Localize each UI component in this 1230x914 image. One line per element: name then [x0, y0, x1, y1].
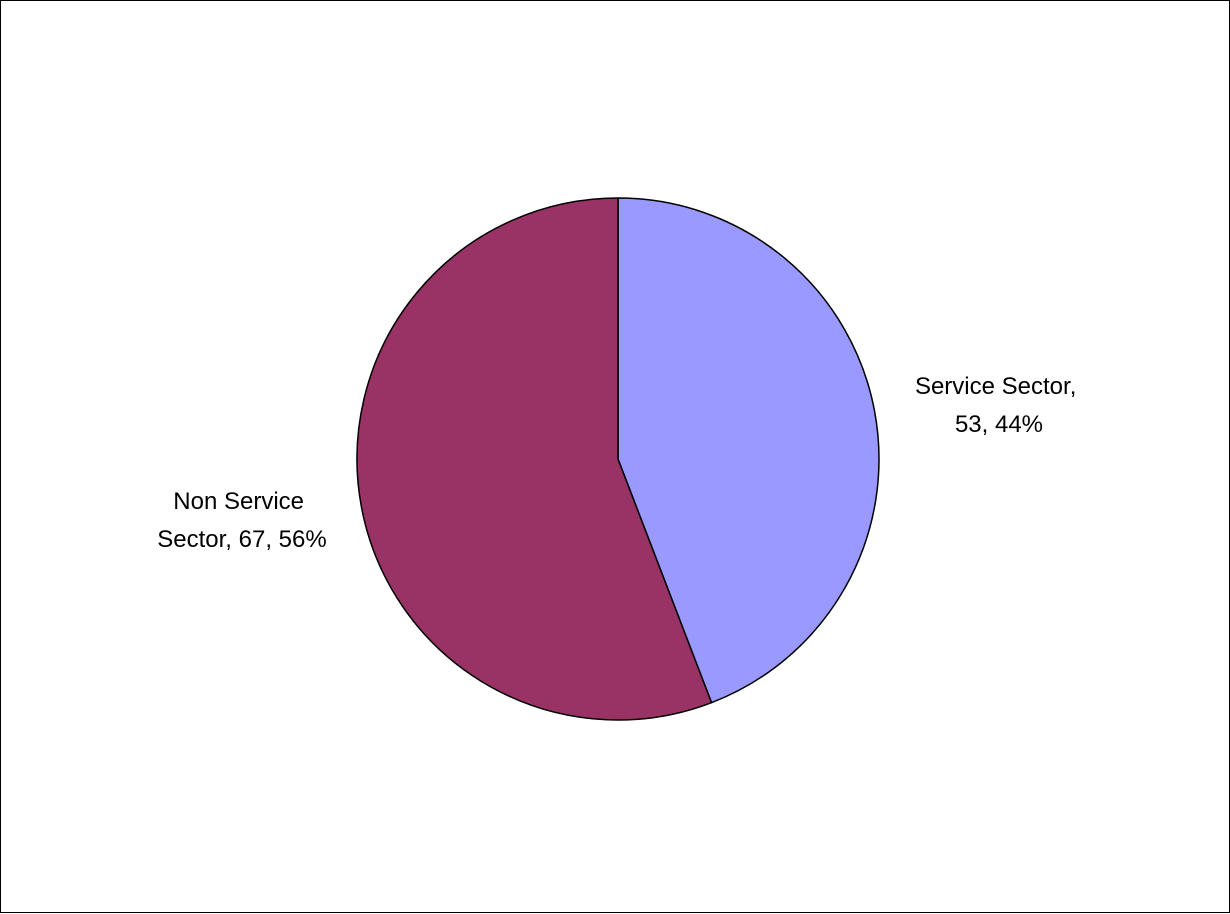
slice-label-service-sector: Service Sector, 53, 44%: [915, 373, 1083, 438]
pie-labels: Service Sector, 53, 44% Non Service Sect…: [157, 373, 1083, 553]
pie-slice-non-service-sector: [356, 197, 713, 721]
pie-slices: [356, 197, 880, 721]
pie-slice-service-sector: [617, 197, 880, 704]
slice-label-service-sector-line-1: Service Sector,: [915, 373, 1076, 400]
slice-label-service-sector-line-2: 53, 44%: [955, 411, 1043, 438]
slice-label-non-service-sector: Non Service Sector, 67, 56%: [157, 488, 326, 553]
slice-label-non-service-sector-line-2: Sector, 67, 56%: [157, 526, 326, 553]
slice-label-non-service-sector-line-1: Non Service: [173, 488, 304, 515]
